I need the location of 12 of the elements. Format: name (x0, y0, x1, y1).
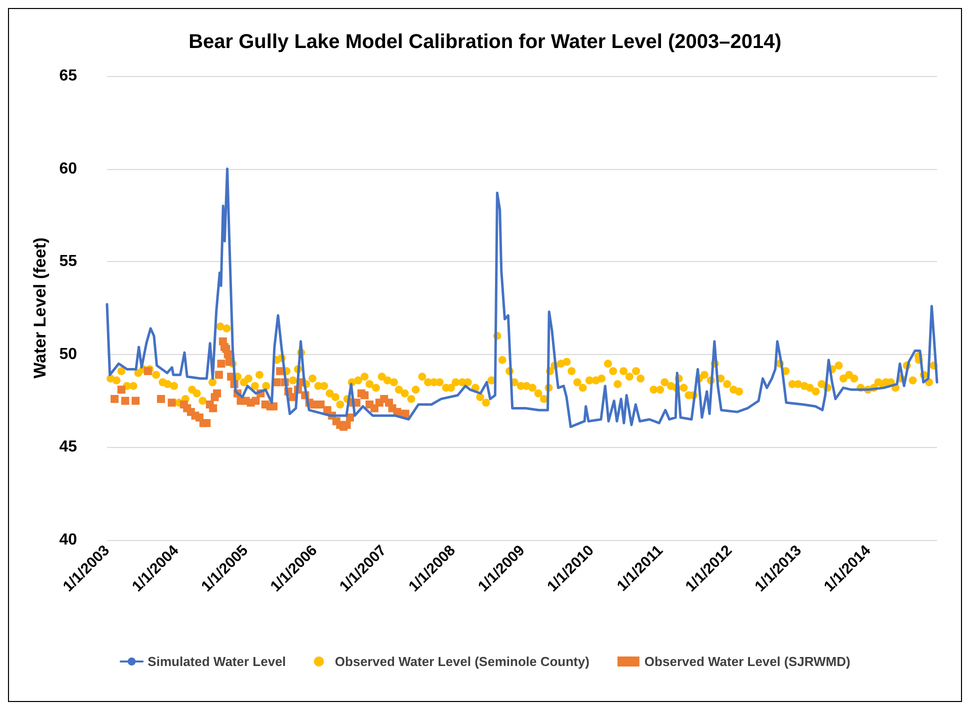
line-series (106, 168, 938, 428)
y-axis-title: Water Level (feet) (30, 237, 50, 379)
y-tick-label: 45 (59, 438, 78, 456)
legend-label: Observed Water Level (Seminole County) (334, 654, 590, 669)
legend-label: Simulated Water Level (148, 654, 286, 669)
y-tick-label: 55 (59, 253, 78, 270)
legend-label: Observed Water Level (SJRWMD) (644, 654, 850, 669)
chart-title: Bear Gully Lake Model Calibration for Water Level (2003–2014) (188, 31, 782, 53)
y-tick-label: 50 (59, 346, 78, 363)
y-tick-label: 40 (59, 532, 78, 548)
y-tick-label: 65 (59, 68, 78, 84)
y-tick-label: 60 (59, 160, 78, 178)
